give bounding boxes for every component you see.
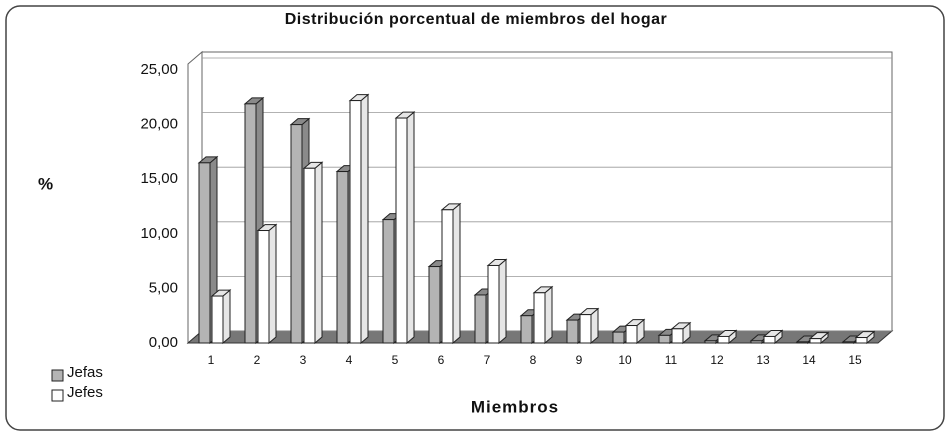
bar-side (314, 161, 323, 345)
bar (211, 295, 224, 344)
x-tick-label: 1 (208, 353, 215, 367)
bar (566, 319, 579, 344)
x-axis-label: Miembros (471, 397, 559, 416)
bar-side (406, 111, 415, 345)
bar (303, 167, 316, 344)
x-tick-label: 10 (618, 353, 632, 367)
bar (474, 294, 487, 344)
legend-label: Jefas (67, 364, 103, 381)
x-tick-label: 4 (346, 353, 353, 367)
bar (796, 341, 809, 344)
bar-side (498, 258, 507, 345)
x-tick-label: 11 (665, 353, 678, 367)
bar (809, 338, 822, 344)
x-tick-label: 7 (484, 353, 491, 367)
x-tick-label: 8 (530, 353, 537, 367)
x-tick-label: 9 (576, 353, 583, 367)
bar-side (268, 223, 277, 345)
legend-label: Jefes (67, 384, 103, 401)
bar-side (222, 289, 231, 345)
chart-title: Distribución porcentual de miembros del … (285, 11, 668, 28)
bar (290, 124, 303, 344)
bar (855, 337, 868, 344)
bar (658, 334, 671, 344)
bar (349, 100, 362, 344)
bar (842, 341, 855, 344)
bar (382, 219, 395, 344)
x-tick-label: 6 (438, 353, 445, 367)
legend-swatch (51, 369, 64, 382)
bar (198, 162, 211, 344)
y-tick-label: 20,00 (140, 116, 178, 133)
x-tick-label: 15 (848, 353, 862, 367)
bar-side (452, 202, 461, 345)
x-tick-label: 5 (392, 353, 399, 367)
bar (441, 209, 454, 344)
x-tick-label: 13 (756, 353, 770, 367)
bar (750, 340, 763, 344)
bar (257, 230, 270, 344)
bar-side (544, 285, 553, 345)
bar (763, 335, 776, 344)
bar (244, 103, 257, 344)
x-tick-label: 12 (710, 353, 724, 367)
y-axis-label: % (38, 174, 54, 193)
bar (579, 314, 592, 344)
bar (487, 264, 500, 344)
bar (704, 340, 717, 344)
bar-side (360, 93, 369, 345)
legend-swatch (51, 389, 64, 402)
y-tick-label: 10,00 (140, 225, 178, 242)
x-tick-label: 2 (254, 353, 261, 367)
bar (671, 328, 684, 344)
bar (395, 117, 408, 344)
bar (520, 315, 533, 344)
bar (533, 292, 546, 344)
y-tick-label: 15,00 (140, 170, 178, 187)
bar (336, 171, 349, 344)
bar (717, 335, 730, 344)
y-tick-label: 0,00 (149, 334, 178, 351)
y-tick-label: 5,00 (149, 279, 178, 296)
x-tick-label: 14 (802, 353, 816, 367)
bar (428, 266, 441, 344)
bar (612, 331, 625, 344)
y-tick-label: 25,00 (140, 61, 178, 78)
x-tick-label: 3 (300, 353, 307, 367)
bar (625, 325, 638, 344)
